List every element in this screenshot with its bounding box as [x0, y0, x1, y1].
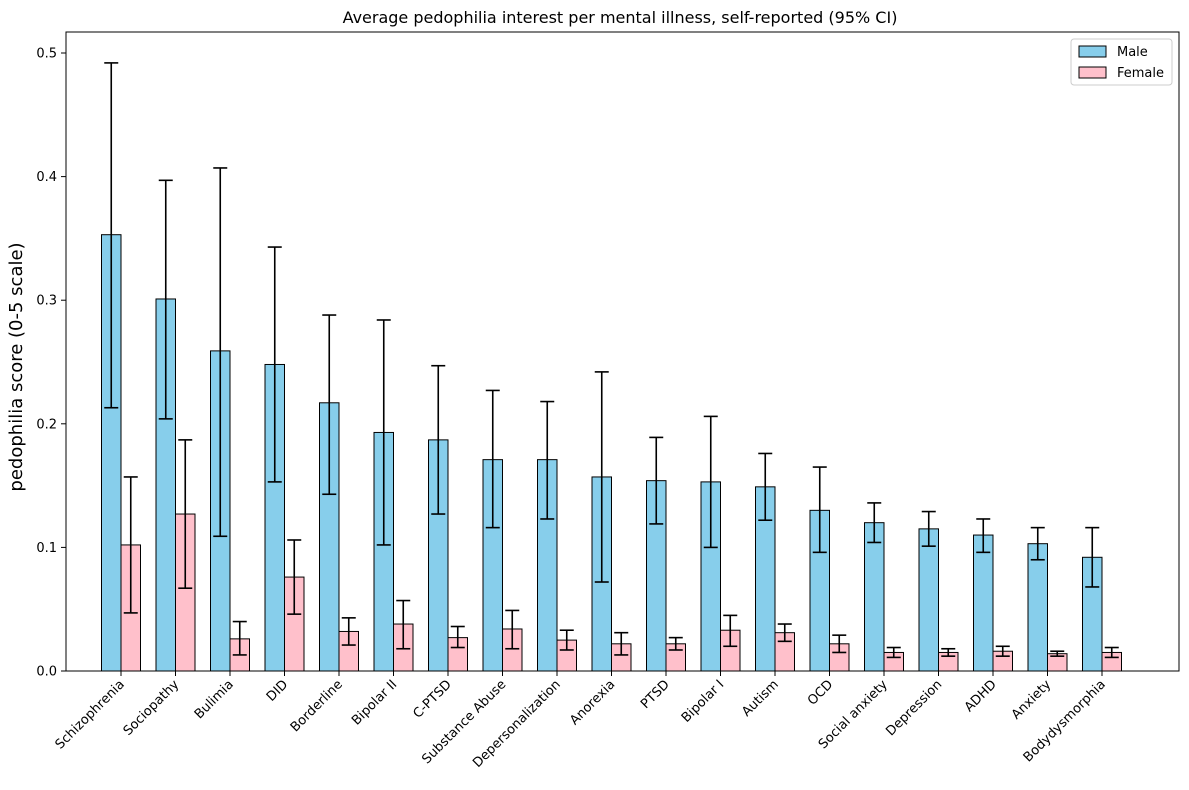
y-tick-label: 0.4	[36, 170, 57, 185]
chart-title: Average pedophilia interest per mental i…	[343, 8, 898, 27]
y-axis-label: pedophilia score (0-5 scale)	[6, 242, 27, 491]
legend-swatch-male	[1078, 45, 1107, 58]
x-tick-label: Schizophrenia	[53, 677, 128, 752]
x-tick-label: Anxiety	[1009, 677, 1055, 723]
legend-label-male: Male	[1117, 45, 1148, 60]
legend-label-female: Female	[1117, 66, 1164, 81]
x-tick-label: Bulimia	[192, 677, 237, 722]
y-tick-label: 0.1	[36, 541, 57, 556]
x-tick-label: ADHD	[962, 677, 1000, 715]
x-tick-label: C-PTSD	[410, 677, 454, 721]
x-tick-label: PTSD	[638, 677, 673, 712]
bar-male	[1027, 543, 1048, 672]
legend: Male Female	[1070, 38, 1173, 86]
x-tick-label: Bipolar I	[679, 677, 728, 726]
y-tick-label: 0.0	[36, 665, 57, 680]
x-tick-label: DID	[264, 677, 291, 704]
x-tick-label: Autism	[739, 677, 782, 720]
bar-male	[973, 534, 994, 672]
bar-male	[864, 522, 885, 672]
x-tick-label: Sociopathy	[121, 677, 183, 739]
x-tick-label: Bipolar II	[349, 677, 400, 728]
bar-male	[918, 528, 939, 672]
x-tick-label: Anorexia	[567, 677, 618, 728]
error-bars-layer	[104, 62, 1119, 659]
y-tick-label: 0.2	[36, 417, 57, 432]
y-tick-label: 0.5	[36, 47, 57, 62]
plot-frame	[65, 31, 1180, 672]
x-tick-label: Borderline	[288, 677, 346, 735]
y-axis: 0.0 0.1 0.2 0.3 0.4 0.5	[36, 47, 66, 680]
legend-swatch-female	[1078, 66, 1107, 79]
bars-layer	[101, 234, 1122, 672]
x-tick-label: Depression	[883, 677, 945, 739]
y-tick-label: 0.3	[36, 294, 57, 309]
x-tick-label: OCD	[805, 677, 836, 708]
